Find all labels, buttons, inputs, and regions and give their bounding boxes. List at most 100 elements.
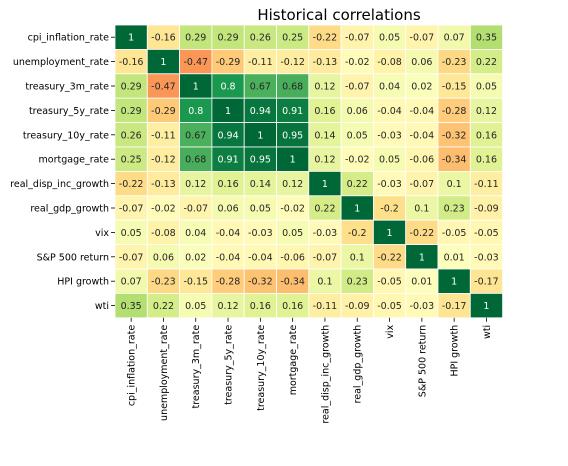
- heatmap-cell: [405, 292, 439, 319]
- cell-value-label: -0.22: [410, 228, 435, 239]
- cell-value-label: -0.17: [442, 301, 467, 312]
- cell-value-label: -0.15: [183, 277, 208, 288]
- cell-value-label: -0.04: [377, 106, 402, 117]
- cell-value-label: -0.32: [442, 130, 467, 141]
- cell-value-label: -0.04: [248, 252, 273, 263]
- heatmap-cell: [469, 24, 503, 50]
- cell-value-label: -0.07: [183, 204, 208, 215]
- heatmap-cell: [308, 170, 342, 197]
- heatmap-cell: [308, 268, 342, 294]
- cell-value-label: -0.03: [377, 179, 402, 190]
- cell-value-label: 1: [225, 106, 231, 117]
- heatmap-cell: [114, 97, 148, 123]
- heatmap-cell: [308, 146, 342, 172]
- heatmap-cell: [372, 49, 407, 75]
- cell-value-label: 0.8: [188, 106, 203, 117]
- cell-value-label: -0.11: [151, 130, 176, 141]
- column-tick-label: real_gdp_growth: [353, 325, 364, 404]
- cell-value-label: 0.22: [153, 301, 174, 312]
- cell-value-label: -0.16: [151, 33, 176, 44]
- cell-value-label: 0.06: [153, 252, 174, 263]
- cell-value-label: -0.07: [345, 82, 370, 93]
- cell-value-label: 0.29: [217, 33, 238, 44]
- heatmap-cell: [405, 24, 439, 50]
- heatmap-cell: [276, 268, 310, 294]
- cell-value-label: 0.25: [121, 155, 142, 166]
- row-tick-label: treasury_3m_rate: [25, 82, 109, 93]
- cell-value-label: -0.47: [183, 57, 208, 68]
- cell-value-label: 0.16: [476, 155, 497, 166]
- cell-value-label: 0.07: [121, 277, 142, 288]
- cell-value-label: -0.12: [151, 155, 176, 166]
- cell-value-label: 0.16: [476, 130, 497, 141]
- row-tick-label: HPI growth: [57, 277, 109, 288]
- row-tick-label: S&P 500 return: [37, 252, 109, 263]
- heatmap-cell: [211, 49, 245, 75]
- row-tick-label: wti: [95, 301, 109, 312]
- cell-value-label: -0.22: [313, 33, 338, 44]
- cell-value-label: -0.07: [345, 33, 370, 44]
- row-tick-label: mortgage_rate: [39, 155, 110, 166]
- cell-value-label: 0.29: [121, 82, 142, 93]
- cell-value-label: -0.34: [442, 155, 467, 166]
- cell-value-label: -0.2: [348, 228, 367, 239]
- cell-value-label: -0.22: [377, 252, 402, 263]
- cell-value-label: -0.07: [410, 179, 435, 190]
- cell-value-label: 0.05: [185, 301, 206, 312]
- cell-value-label: 0.23: [347, 277, 368, 288]
- heatmap-cell: [372, 268, 407, 294]
- cell-value-label: -0.16: [119, 57, 144, 68]
- cell-value-label: -0.03: [377, 130, 402, 141]
- heatmap-cell: [437, 97, 471, 123]
- cell-value-label: -0.03: [410, 301, 435, 312]
- heatmap-cell: [372, 97, 407, 123]
- cell-value-label: 0.22: [314, 204, 335, 215]
- cell-value-label: 0.94: [217, 130, 238, 141]
- cell-value-label: -0.06: [280, 252, 305, 263]
- heatmap-cell: [437, 268, 471, 294]
- cell-value-label: 0.68: [185, 155, 206, 166]
- heatmap-cell: [179, 268, 213, 294]
- cell-value-label: -0.07: [119, 252, 144, 263]
- cell-value-label: -0.08: [151, 228, 176, 239]
- cell-value-label: 0.05: [379, 33, 400, 44]
- cell-value-label: 1: [290, 155, 296, 166]
- column-tick-label: unemployment_rate: [159, 325, 170, 421]
- cell-value-label: 0.16: [314, 106, 335, 117]
- cell-value-label: -0.12: [280, 57, 305, 68]
- heatmap-cell: [469, 170, 503, 197]
- cell-value-label: 0.12: [314, 155, 335, 166]
- cell-value-label: -0.04: [410, 106, 435, 117]
- heatmap-cell: [340, 219, 374, 245]
- cell-value-label: -0.23: [151, 277, 176, 288]
- heatmap-cell: [114, 268, 148, 294]
- cell-value-label: -0.02: [345, 57, 370, 68]
- cell-value-label: -0.05: [442, 228, 467, 239]
- heatmap-cell: [405, 97, 439, 123]
- cell-value-label: -0.17: [474, 277, 499, 288]
- cell-value-label: -0.11: [313, 301, 338, 312]
- heatmap-cell: [308, 219, 342, 245]
- heatmap-cell: [146, 244, 181, 270]
- cell-value-label: 0.05: [476, 82, 497, 93]
- heatmap-cell: [437, 195, 471, 221]
- cell-value-label: 0.1: [317, 277, 332, 288]
- cell-value-label: 0.12: [185, 179, 206, 190]
- heatmap-cell: [276, 292, 310, 319]
- heatmap-cell: [211, 195, 245, 221]
- cell-value-label: 0.68: [282, 82, 303, 93]
- heatmap-cell: [308, 73, 342, 99]
- heatmap-cell: [211, 146, 245, 172]
- heatmap-cell: [179, 195, 213, 221]
- cell-value-label: 0.22: [476, 57, 497, 68]
- heatmap-cell: [243, 170, 277, 197]
- heatmap-cell: [211, 170, 245, 197]
- cell-value-label: 0.06: [411, 57, 432, 68]
- cell-value-label: -0.05: [474, 228, 499, 239]
- row-tick-label: real_gdp_growth: [30, 204, 109, 215]
- heatmap-cell: [114, 122, 148, 148]
- cell-value-label: 0.05: [347, 130, 368, 141]
- heatmap-cell: [146, 24, 181, 50]
- cell-value-label: 0.16: [282, 301, 303, 312]
- heatmap-cell: [340, 244, 374, 270]
